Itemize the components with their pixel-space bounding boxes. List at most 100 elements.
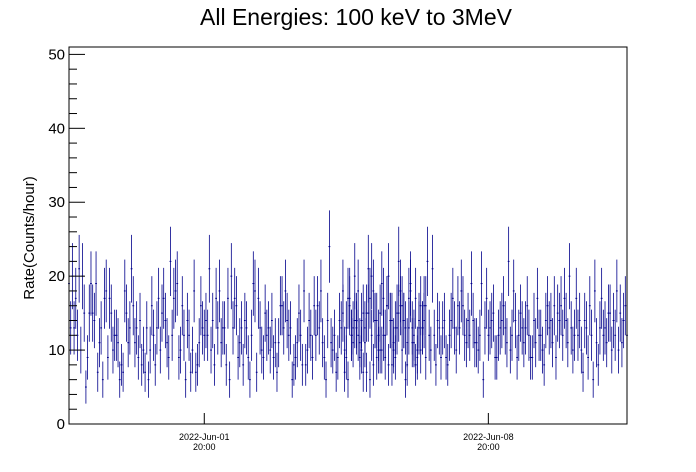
- data-point: [375, 292, 378, 349]
- data-point: [560, 276, 562, 336]
- data-point: [364, 318, 366, 368]
- data-point: [264, 284, 267, 342]
- data-point: [296, 318, 299, 368]
- data-point: [495, 335, 498, 380]
- data-point: [369, 361, 371, 398]
- data-point: [73, 301, 75, 355]
- data-point: [487, 309, 490, 361]
- data-point: [228, 361, 231, 398]
- data-point: [424, 276, 427, 336]
- data-point: [269, 326, 272, 374]
- data-point: [458, 301, 461, 355]
- data-point: [110, 284, 113, 342]
- data-point: [573, 309, 576, 361]
- data-point: [74, 267, 77, 329]
- data-point: [528, 309, 530, 361]
- data-point: [174, 259, 177, 323]
- data-point: [137, 335, 140, 380]
- chart-title: All Energies: 100 keV to 3MeV: [200, 4, 513, 30]
- data-point: [457, 276, 459, 336]
- data-point: [308, 292, 311, 349]
- data-point: [194, 352, 197, 392]
- data-point: [360, 292, 363, 349]
- data-point: [389, 292, 392, 349]
- data-point: [179, 326, 182, 374]
- data-point: [553, 276, 556, 336]
- data-point: [468, 309, 471, 361]
- data-point: [281, 276, 283, 336]
- data-point: [342, 259, 344, 323]
- data-point: [506, 318, 508, 368]
- data-point: [172, 267, 175, 329]
- data-point: [517, 309, 520, 361]
- data-point: [367, 284, 370, 342]
- data-point: [333, 309, 336, 361]
- data-point: [460, 259, 463, 323]
- data-point: [323, 335, 326, 380]
- data-point: [397, 284, 400, 342]
- data-point: [585, 301, 588, 355]
- data-point: [438, 301, 441, 355]
- x-tick-label-date: 2022-Jun-01: [179, 432, 230, 442]
- data-point: [516, 335, 518, 380]
- data-point: [423, 276, 425, 336]
- data-point: [524, 301, 527, 355]
- data-point: [402, 292, 405, 349]
- data-point: [306, 326, 309, 374]
- data-point: [162, 267, 165, 329]
- data-point: [534, 318, 537, 368]
- data-point: [362, 352, 365, 392]
- data-point: [478, 309, 481, 361]
- data-point: [593, 259, 596, 323]
- data-point: [181, 276, 184, 336]
- data-point: [294, 335, 297, 380]
- data-point: [418, 301, 420, 355]
- data-point: [462, 276, 464, 336]
- data-point: [411, 301, 414, 355]
- data-point: [316, 276, 319, 336]
- data-point: [480, 251, 483, 316]
- data-point: [191, 326, 194, 374]
- data-point: [443, 292, 446, 349]
- data-point: [365, 284, 368, 342]
- data-point: [221, 301, 224, 355]
- data-point: [413, 318, 415, 368]
- data-point: [108, 267, 111, 329]
- data-point: [369, 267, 371, 329]
- data-point: [543, 343, 546, 386]
- data-point: [123, 259, 126, 323]
- data-point: [497, 309, 500, 361]
- data-point: [583, 292, 586, 349]
- data-point: [453, 301, 456, 355]
- data-point: [512, 259, 515, 323]
- data-point: [433, 309, 436, 361]
- data-point: [362, 284, 365, 342]
- data-point: [533, 292, 535, 349]
- data-point: [260, 326, 263, 374]
- data-point: [600, 267, 603, 329]
- data-point: [622, 292, 625, 349]
- data-point: [142, 326, 145, 374]
- data-point: [485, 267, 488, 329]
- data-point: [599, 301, 601, 355]
- data-point: [575, 267, 578, 329]
- data-point: [348, 276, 351, 336]
- data-point: [265, 309, 268, 361]
- data-point: [472, 292, 475, 349]
- data-point: [426, 226, 429, 297]
- data-point: [605, 318, 608, 368]
- data-point: [448, 309, 451, 361]
- data-point: [103, 267, 106, 329]
- data-point: [282, 301, 285, 355]
- data-point: [499, 301, 502, 355]
- data-point: [612, 292, 615, 349]
- data-point: [580, 326, 583, 374]
- data-point: [380, 326, 383, 374]
- data-point: [144, 352, 146, 392]
- data-point: [237, 335, 239, 380]
- data-point: [157, 267, 160, 329]
- data-point: [85, 370, 87, 404]
- data-point: [277, 318, 280, 368]
- data-point: [470, 251, 473, 316]
- data-point: [91, 284, 94, 342]
